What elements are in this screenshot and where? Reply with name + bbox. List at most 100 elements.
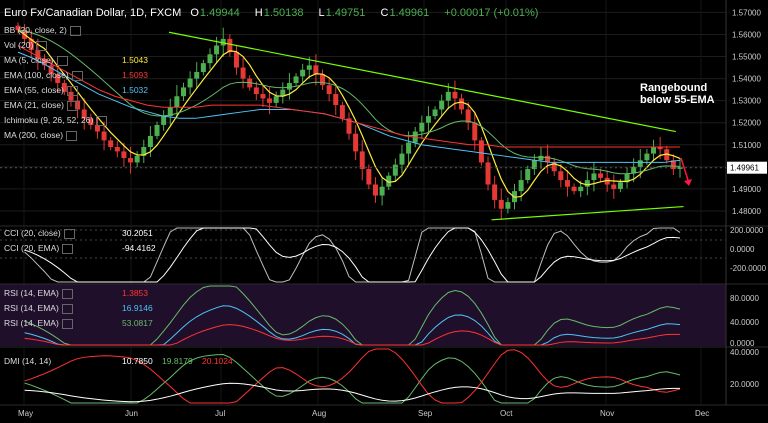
indicator-label: RSI (14, EMA) <box>4 318 59 328</box>
indicator-settings-icon[interactable] <box>63 228 75 239</box>
candle-body <box>452 91 458 99</box>
adx-line <box>24 382 681 403</box>
cci-axis-label: 0.0000 <box>730 245 755 254</box>
candle-body <box>167 107 173 117</box>
month-label: May <box>18 409 33 418</box>
chart-annotation: Rangebound below 55-EMA <box>640 82 715 106</box>
rsi-legend-row[interactable]: RSI (14, EMA) 1.3853 <box>4 288 148 299</box>
indicator-label: BB (20, close, 2) <box>4 25 67 35</box>
indicator-label: EMA (100, close) <box>4 70 69 80</box>
candle-body <box>187 78 193 88</box>
candle-body <box>128 158 134 163</box>
indicator-settings-icon[interactable] <box>71 70 83 81</box>
indicator-settings-icon[interactable] <box>96 115 108 126</box>
rsi-axis-label: 40.0000 <box>730 318 759 327</box>
indicator-settings-icon[interactable] <box>66 130 78 141</box>
indicator-value: -94.4162 <box>122 243 156 253</box>
candle-body <box>346 118 352 134</box>
candle-body <box>48 65 54 75</box>
down-arrow-head <box>684 179 692 186</box>
price-tick-label: 1.54000 <box>732 75 761 84</box>
candle-body <box>134 155 140 163</box>
indicator-row[interactable]: Ichimoku (9, 26, 52, 26) <box>4 115 108 126</box>
candle-body <box>498 199 504 209</box>
candle-body <box>465 109 471 123</box>
indicator-settings-icon[interactable] <box>61 318 73 329</box>
resistance-trendline <box>168 31 676 133</box>
indicator-label: Ichimoku (9, 26, 52, 26) <box>4 115 94 125</box>
ohlc-open: O1.49944 <box>190 7 240 19</box>
rsi-legend-row[interactable]: RSI (14, EMA) 16.9146 <box>4 303 153 314</box>
candle-body <box>320 74 326 86</box>
candle-body <box>518 180 524 192</box>
month-label: Aug <box>312 409 326 418</box>
month-label: Nov <box>600 409 614 418</box>
candle-body <box>81 109 87 119</box>
candle-body <box>181 87 186 97</box>
indicator-row[interactable]: Vol (20) <box>4 40 48 51</box>
indicator-label: EMA (55, close) <box>4 85 64 95</box>
dmi-minus-line <box>24 348 681 404</box>
rsi-legend-row[interactable]: RSI (14, EMA) 53.0817 <box>4 318 153 329</box>
indicator-row[interactable]: EMA (100, close) 1.5093 <box>4 70 148 81</box>
candle-body <box>598 173 604 178</box>
candle-body <box>300 69 306 77</box>
candle-series <box>15 22 683 221</box>
candle-body <box>94 124 100 132</box>
indicator-value: 1.5043 <box>122 55 148 65</box>
cci-axis-label: 200.0000 <box>730 226 764 235</box>
month-label: Sep <box>418 409 433 418</box>
indicator-label: MA (200, close) <box>4 130 64 140</box>
candle-body <box>253 87 259 95</box>
candle-body <box>604 177 610 185</box>
candle-body <box>154 124 160 136</box>
symbol-title[interactable]: Euro Fx/Canadian Dollar, 1D, FXCM <box>4 7 182 19</box>
candle-body <box>200 63 206 72</box>
candle-body <box>293 76 299 84</box>
candle-body <box>227 38 233 53</box>
indicator-settings-icon[interactable] <box>61 303 73 314</box>
dmi-legend-row[interactable]: DMI (14, 14) 10.7850 19.8179 20.1024 <box>4 356 233 366</box>
indicator-settings-icon[interactable] <box>56 55 68 66</box>
candle-body <box>379 186 385 196</box>
candle-body <box>492 184 498 200</box>
rsi-red-line <box>24 324 681 346</box>
candle-body <box>260 94 266 99</box>
price-change: +0.00017 (+0.01%) <box>444 7 539 19</box>
cci-legend-row[interactable]: CCI (20, EMA) -94.4162 <box>4 243 156 254</box>
ema21-line <box>17 29 681 175</box>
candle-body <box>233 52 239 68</box>
candle-body <box>651 146 657 154</box>
indicator-settings-icon[interactable] <box>67 85 78 96</box>
candle-body <box>286 83 292 90</box>
indicator-label: DMI (14, 14) <box>4 356 52 366</box>
indicator-row[interactable]: EMA (21, close) <box>4 100 78 111</box>
indicator-label: CCI (20, EMA) <box>4 243 60 253</box>
candle-body <box>439 100 445 110</box>
indicator-settings-icon[interactable] <box>69 25 81 36</box>
indicator-settings-icon[interactable] <box>61 288 73 299</box>
indicator-settings-icon[interactable] <box>62 243 74 254</box>
current-price-box <box>727 161 767 174</box>
candle-body <box>273 96 279 103</box>
candle-body <box>644 153 650 161</box>
candle-body <box>359 151 365 170</box>
candle-body <box>28 38 34 50</box>
indicator-settings-icon[interactable] <box>36 40 48 51</box>
indicator-row[interactable]: EMA (55, close) 1.5032 <box>4 85 148 96</box>
rsi-panel-background <box>0 284 726 346</box>
candle-body <box>531 160 537 170</box>
indicator-row[interactable]: MA (200, close) <box>4 130 78 141</box>
indicator-settings-icon[interactable] <box>67 100 78 111</box>
indicator-row[interactable]: BB (20, close, 2) <box>4 25 81 36</box>
candle-body <box>584 180 590 187</box>
candle-body <box>161 116 167 125</box>
cci-legend-row[interactable]: CCI (20, close) 30.2051 <box>4 228 153 239</box>
price-tick-label: 1.51000 <box>732 141 761 150</box>
ohlc-low: L1.49751 <box>318 7 366 19</box>
indicator-row[interactable]: MA (5, close) 1.5043 <box>4 55 148 66</box>
indicator-value: 1.3853 <box>122 288 148 298</box>
sub-panel-lines <box>24 227 681 404</box>
candle-body <box>194 71 200 79</box>
